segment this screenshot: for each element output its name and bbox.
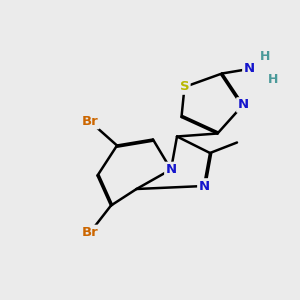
Text: S: S: [180, 80, 189, 94]
Text: H: H: [260, 50, 271, 64]
Text: N: N: [237, 98, 249, 112]
Text: N: N: [243, 62, 255, 76]
Text: H: H: [268, 73, 278, 86]
Text: N: N: [165, 163, 177, 176]
Text: Br: Br: [82, 226, 98, 239]
Text: Br: Br: [82, 115, 98, 128]
Text: N: N: [198, 179, 210, 193]
